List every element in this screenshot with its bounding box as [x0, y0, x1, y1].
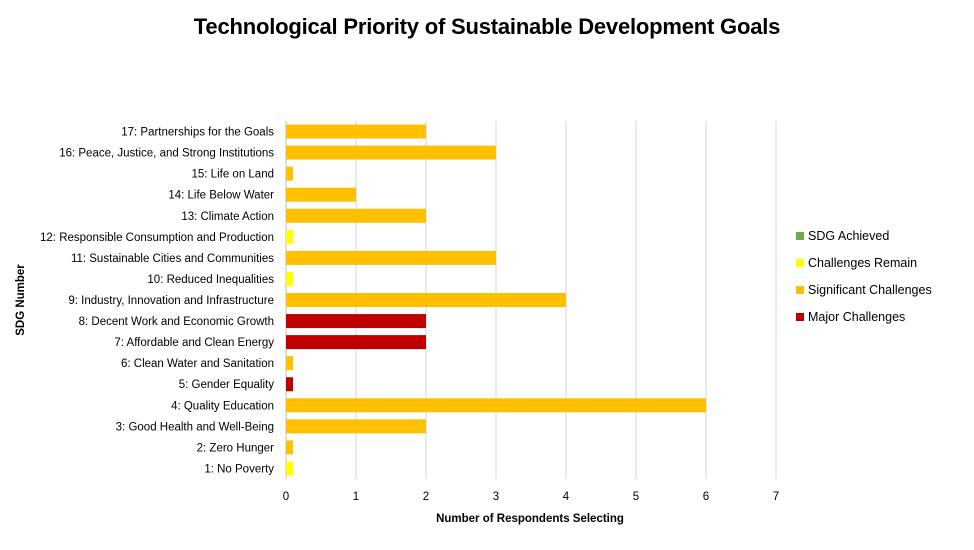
legend: SDG Achieved Challenges Remain Significant…: [796, 229, 932, 324]
legend-label: Significant Challenges: [808, 283, 932, 297]
category-label: 5: Gender Equality: [179, 379, 275, 391]
x-axis-title: Number of Respondents Selecting: [436, 513, 624, 525]
bar: [286, 229, 293, 244]
x-tick-label: 4: [563, 491, 570, 503]
category-label: 6: Clean Water and Sanitation: [121, 358, 274, 370]
bar: [286, 398, 706, 413]
category-label: 1: No Poverty: [204, 463, 274, 475]
category-label: 4: Quality Education: [171, 400, 274, 412]
x-tick-label: 7: [773, 491, 779, 503]
x-tick-label: 3: [493, 491, 499, 503]
bar: [286, 356, 293, 371]
bar: [286, 335, 426, 350]
bar: [286, 461, 293, 476]
category-label: 3: Good Health and Well-Being: [116, 421, 274, 433]
chart-title: Technological Priority of Sustainable De…: [193, 14, 781, 39]
category-label: 16: Peace, Justice, and Strong Instituti…: [59, 148, 274, 160]
category-label: 7: Affordable and Clean Energy: [114, 337, 274, 349]
legend-swatch: [796, 313, 804, 321]
legend-label: SDG Achieved: [808, 229, 889, 243]
legend-swatch: [796, 232, 804, 240]
category-label: 8: Decent Work and Economic Growth: [79, 316, 274, 328]
category-label: 13: Climate Action: [181, 211, 274, 223]
y-axis-title: SDG Number: [15, 264, 27, 336]
x-tick-label: 6: [703, 491, 709, 503]
bar: [286, 271, 293, 286]
bar: [286, 124, 426, 139]
bar: [286, 419, 426, 434]
category-label: 12: Responsible Consumption and Producti…: [40, 232, 274, 244]
x-tick-labels: 0 1 2 3 4 5 6 7: [283, 491, 779, 503]
bar: [286, 250, 496, 265]
x-tick-label: 0: [283, 491, 289, 503]
bars: [286, 124, 706, 476]
legend-swatch: [796, 259, 804, 267]
x-tick-label: 2: [423, 491, 429, 503]
legend-swatch: [796, 286, 804, 294]
category-label: 9: Industry, Innovation and Infrastructu…: [68, 295, 274, 307]
category-labels: 17: Partnerships for the Goals 16: Peace,…: [40, 127, 274, 476]
x-tick-label: 1: [353, 491, 359, 503]
legend-label: Major Challenges: [808, 310, 905, 324]
bar: [286, 145, 496, 160]
category-label: 11: Sustainable Cities and Communities: [71, 253, 274, 265]
x-tick-label: 5: [633, 491, 639, 503]
bar: [286, 166, 293, 181]
bar: [286, 293, 566, 307]
bar: [286, 377, 293, 392]
category-label: 17: Partnerships for the Goals: [121, 127, 274, 139]
legend-label: Challenges Remain: [808, 256, 917, 270]
category-label: 14: Life Below Water: [168, 190, 274, 202]
category-label: 10: Reduced Inequalities: [147, 274, 274, 286]
category-label: 15: Life on Land: [192, 169, 275, 181]
category-label: 2: Zero Hunger: [197, 442, 275, 454]
bar: [286, 440, 293, 455]
bar: [286, 314, 426, 329]
bar: [286, 187, 356, 202]
bar: [286, 208, 426, 223]
